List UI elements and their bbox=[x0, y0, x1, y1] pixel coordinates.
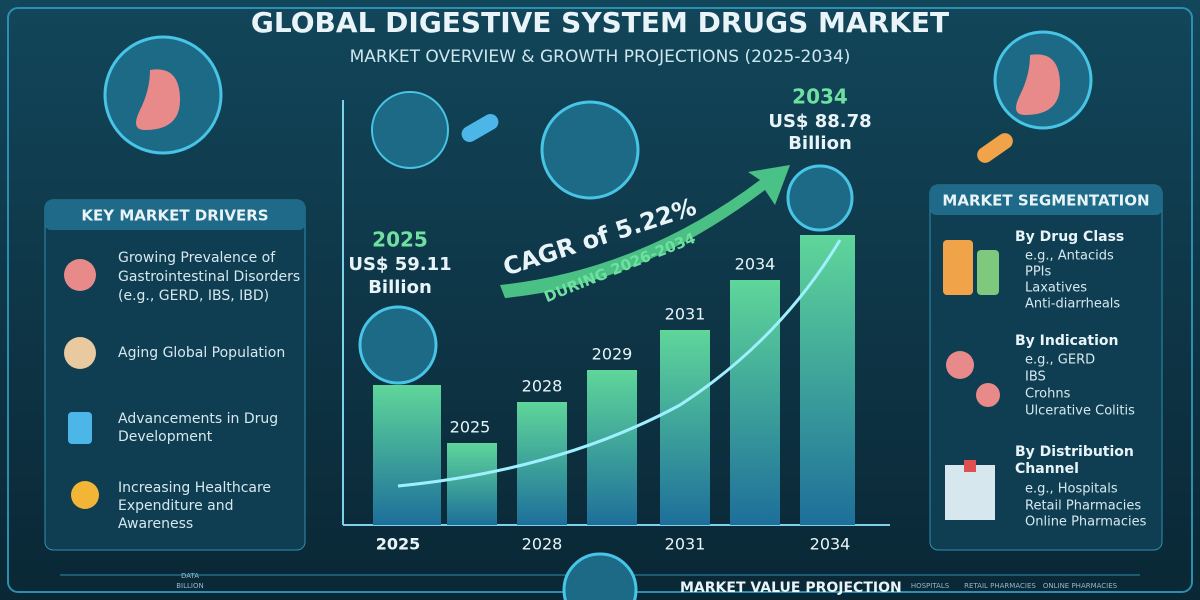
drivers-title: KEY MARKET DRIVERS bbox=[81, 207, 268, 225]
group-item: IBS bbox=[1025, 370, 1046, 385]
end-unit: Billion bbox=[788, 133, 852, 154]
title: GLOBAL DIGESTIVE SYSTEM DRUGS MARKET bbox=[251, 6, 949, 39]
bar-label: 2029 bbox=[592, 345, 633, 364]
segmentation-title: MARKET SEGMENTATION bbox=[942, 192, 1149, 210]
group-title: By Drug Class bbox=[1015, 229, 1124, 245]
x-label: 2034 bbox=[810, 535, 851, 554]
driver-text: Gastrointestinal Disorders bbox=[118, 269, 300, 285]
footer-label: DATA bbox=[181, 572, 199, 580]
end-value: US$ 88.78 bbox=[768, 111, 871, 132]
driver-text: Awareness bbox=[118, 516, 193, 532]
group-item: e.g., Hospitals bbox=[1025, 482, 1118, 497]
start-unit: Billion bbox=[368, 277, 432, 298]
footer-label: RETAIL PHARMACIES bbox=[964, 582, 1036, 590]
driver-text: Aging Global Population bbox=[118, 345, 285, 361]
x-label: 2028 bbox=[522, 535, 563, 554]
group-title: By Distribution bbox=[1015, 444, 1134, 460]
footer-label: HOSPITALS bbox=[911, 582, 950, 590]
driver-text: Growing Prevalence of bbox=[118, 250, 276, 266]
group-item: e.g., Antacids bbox=[1025, 249, 1114, 264]
subtitle: MARKET OVERVIEW & GROWTH PROJECTIONS (20… bbox=[350, 47, 851, 67]
footer-title: MARKET VALUE PROJECTION bbox=[680, 580, 902, 596]
footer-label: BILLION bbox=[176, 582, 203, 590]
compass bbox=[562, 552, 638, 600]
group-title: Channel bbox=[1015, 461, 1079, 477]
end-year: 2034 bbox=[792, 85, 848, 109]
start-value: US$ 59.11 bbox=[348, 254, 451, 275]
footer-label: ONLINE PHARMACIES bbox=[1043, 582, 1118, 590]
bar-label: 2031 bbox=[665, 305, 706, 324]
bar-label: 2034 bbox=[735, 255, 776, 274]
group-item: Crohns bbox=[1025, 387, 1071, 402]
drivers-header bbox=[45, 200, 305, 230]
segmentation-header bbox=[930, 185, 1162, 215]
driver-text: Expenditure and bbox=[118, 498, 234, 514]
group-item: Ulcerative Colitis bbox=[1025, 404, 1135, 419]
group-item: Retail Pharmacies bbox=[1025, 499, 1141, 514]
group-item: Online Pharmacies bbox=[1025, 515, 1147, 530]
growth-arrow bbox=[500, 165, 790, 298]
trend-line bbox=[397, 239, 842, 488]
driver-icons bbox=[64, 259, 99, 509]
group-item: PPIs bbox=[1025, 265, 1052, 280]
bar-label: 2025 bbox=[450, 418, 491, 437]
group-item: Anti-diarrheals bbox=[1025, 297, 1120, 312]
x-label: 2031 bbox=[665, 535, 706, 554]
driver-text: (e.g., GERD, IBS, IBD) bbox=[118, 288, 269, 304]
driver-text: Increasing Healthcare bbox=[118, 480, 271, 496]
driver-text: Advancements in Drug bbox=[118, 411, 278, 427]
segment-icons bbox=[943, 240, 1000, 520]
group-item: Laxatives bbox=[1025, 281, 1087, 296]
x-label: 2025 bbox=[376, 535, 421, 554]
group-title: By Indication bbox=[1015, 333, 1119, 349]
start-year: 2025 bbox=[372, 228, 428, 252]
driver-text: Development bbox=[118, 429, 213, 445]
bar-label: 2028 bbox=[522, 377, 563, 396]
group-item: e.g., GERD bbox=[1025, 353, 1095, 368]
